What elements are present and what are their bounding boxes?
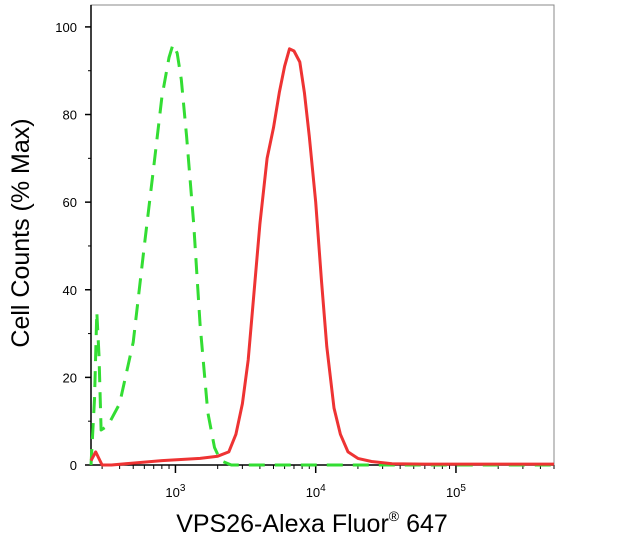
x-axis-title-superscript: ® — [389, 508, 400, 524]
y-axis: 0 20 40 60 80 100 — [55, 5, 92, 473]
x-tick-label: 105 — [446, 483, 466, 500]
series-line-1 — [89, 42, 554, 467]
x-axis: 103 104 105 — [91, 464, 555, 500]
y-tick-label: 80 — [63, 108, 77, 123]
x-tick-label: 103 — [165, 483, 185, 500]
y-tick-label: 40 — [63, 283, 77, 298]
x-tick-label: 104 — [306, 483, 326, 500]
series-layer — [89, 42, 554, 467]
y-tick-label: 0 — [70, 458, 77, 473]
y-tick-label: 20 — [63, 370, 77, 385]
x-axis-title-suffix: 647 — [399, 510, 448, 538]
y-tick-label: 60 — [63, 195, 77, 210]
series-line-2 — [89, 47, 554, 467]
x-axis-title-main: VPS26-Alexa Fluor — [176, 510, 389, 538]
y-tick-label: 100 — [55, 20, 77, 35]
plot-frame — [90, 4, 555, 466]
x-axis-title: VPS26-Alexa Fluor® 647 — [176, 508, 448, 538]
y-axis-title: Cell Counts (% Max) — [7, 118, 35, 347]
